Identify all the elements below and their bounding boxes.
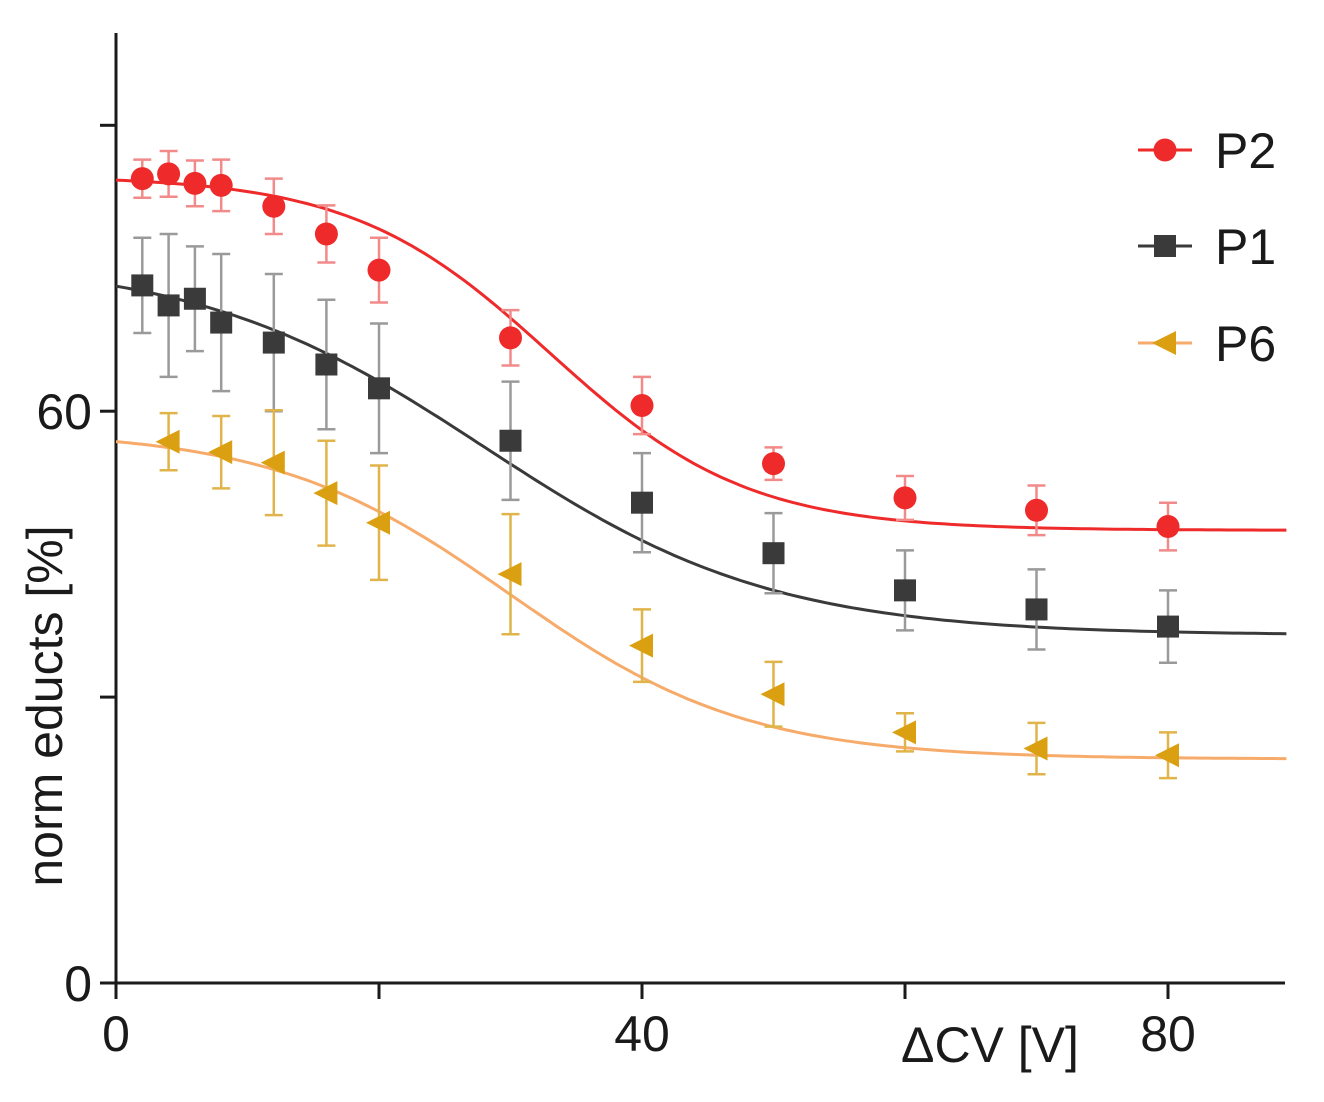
legend: P2 P1 P6 <box>1138 123 1276 372</box>
x-tick-label: 80 <box>1140 1006 1196 1062</box>
data-point <box>894 579 916 602</box>
fit-curve-p6 <box>115 440 1287 761</box>
series-p1 <box>115 232 1287 665</box>
plot-area <box>115 149 1287 780</box>
y-tick-label: 60 <box>36 384 92 440</box>
legend-label: P2 <box>1215 123 1276 179</box>
legend-marker <box>1154 235 1176 257</box>
data-point <box>210 311 233 334</box>
data-point <box>631 491 653 514</box>
data-point <box>893 486 917 510</box>
data-point <box>130 167 154 191</box>
data-point <box>366 510 390 535</box>
data-point <box>760 682 785 707</box>
data-point <box>1023 736 1048 761</box>
data-point <box>157 162 181 186</box>
data-point <box>1155 743 1179 768</box>
data-point <box>1025 498 1048 522</box>
data-point <box>630 393 654 417</box>
data-point <box>499 429 522 452</box>
y-axis-title: norm educts [%] <box>17 525 73 886</box>
data-point <box>262 194 286 218</box>
data-point <box>260 450 285 475</box>
legend-marker <box>1153 138 1177 162</box>
data-point <box>208 440 233 465</box>
data-point <box>131 274 154 297</box>
series-p2 <box>115 149 1287 552</box>
data-point <box>314 222 338 246</box>
y-axis-ticks: 0 60 <box>36 123 116 1012</box>
data-point <box>1156 515 1180 539</box>
x-tick-label: 0 <box>102 1006 130 1062</box>
x-axis-ticks: 0 40 80 <box>102 983 1196 1062</box>
legend-label: P1 <box>1215 219 1276 275</box>
fit-curve-p2 <box>115 178 1287 532</box>
data-point <box>497 562 522 587</box>
data-point <box>629 633 653 658</box>
data-point <box>209 173 233 197</box>
data-point <box>1157 615 1179 638</box>
axes: 0 60 0 40 80 <box>36 33 1285 1062</box>
series-p6 <box>115 408 1287 780</box>
data-point <box>762 542 785 565</box>
legend-item-p6: P6 <box>1138 316 1276 372</box>
data-point <box>892 720 916 745</box>
legend-marker <box>1152 331 1176 355</box>
data-point <box>499 326 522 350</box>
data-point <box>313 481 338 506</box>
data-point <box>183 171 207 195</box>
x-tick-label: 40 <box>614 1006 670 1062</box>
y-tick-label: 0 <box>64 956 92 1012</box>
data-point <box>368 377 390 400</box>
legend-item-p2: P2 <box>1138 123 1276 179</box>
x-axis-title: ΔCV [V] <box>901 1017 1079 1073</box>
legend-item-p1: P1 <box>1138 219 1276 275</box>
data-point <box>262 331 285 354</box>
legend-label: P6 <box>1215 316 1276 372</box>
data-point <box>183 287 206 310</box>
fit-curve-p1 <box>115 284 1287 636</box>
data-point <box>367 258 391 282</box>
data-point <box>157 294 180 317</box>
data-point <box>155 429 180 454</box>
data-point <box>1025 598 1048 621</box>
data-point <box>315 353 338 376</box>
data-point <box>762 452 785 476</box>
